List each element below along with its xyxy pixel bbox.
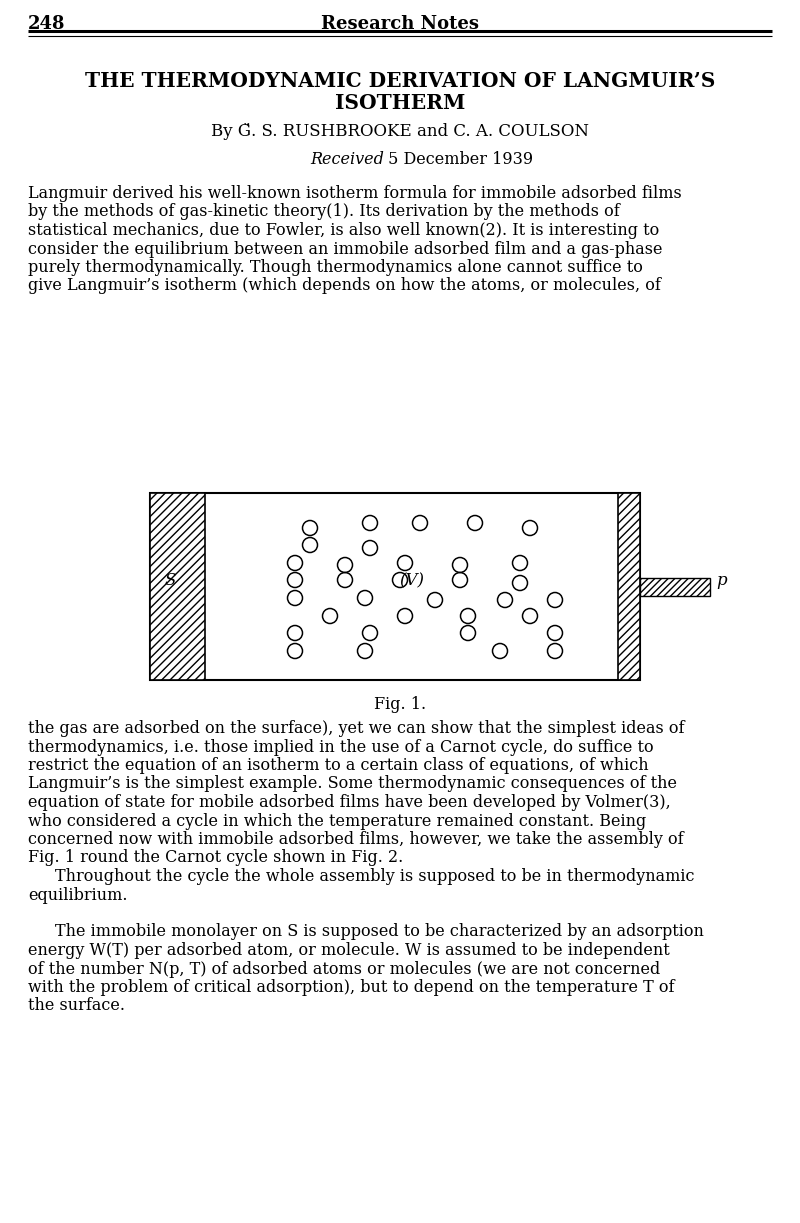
Text: p: p [716,572,726,589]
Text: Research Notes: Research Notes [321,15,479,33]
Text: THE THERMODYNAMIC DERIVATION OF LANGMUIR’S: THE THERMODYNAMIC DERIVATION OF LANGMUIR… [85,71,715,91]
Text: Langmuir’s is the simplest example. Some thermodynamic consequences of the: Langmuir’s is the simplest example. Some… [28,775,677,793]
Bar [150,493,205,680]
Text: energy W(T) per adsorbed atom, or molecule. W is assumed to be independent: energy W(T) per adsorbed atom, or molecu… [28,942,670,959]
Text: ISOTHERM: ISOTHERM [335,93,465,113]
Text: 248: 248 [28,15,66,33]
Text: of the number N(p, T) of adsorbed atoms or molecules (we are not concerned: of the number N(p, T) of adsorbed atoms … [28,960,660,977]
Text: 5 December 1939: 5 December 1939 [383,150,533,168]
Text: the gas are adsorbed on the surface), yet we can show that the simplest ideas of: the gas are adsorbed on the surface), ye… [28,720,685,737]
Text: statistical mechanics, due to Fowler, is also well known(2). It is interesting t: statistical mechanics, due to Fowler, is… [28,223,659,238]
Text: give Langmuir’s isotherm (which depends on how the atoms, or molecules, of: give Langmuir’s isotherm (which depends … [28,278,661,295]
Text: Fig. 1.: Fig. 1. [374,696,426,713]
Text: S: S [165,572,176,589]
Text: equilibrium.: equilibrium. [28,887,127,904]
Text: Fig. 1 round the Carnot cycle shown in Fig. 2.: Fig. 1 round the Carnot cycle shown in F… [28,850,403,867]
Text: Throughout the cycle the whole assembly is supposed to be in thermodynamic: Throughout the cycle the whole assembly … [55,868,694,885]
Text: (V): (V) [399,572,424,589]
Text: purely thermodynamically. Though thermodynamics alone cannot suffice to: purely thermodynamically. Though thermod… [28,259,643,276]
Text: concerned now with immobile adsorbed films, however, we take the assembly of: concerned now with immobile adsorbed fil… [28,830,684,848]
Text: with the problem of critical adsorption), but to depend on the temperature T of: with the problem of critical adsorption)… [28,978,674,996]
Text: the surface.: the surface. [28,998,125,1015]
Text: Langmuir derived his well-known isotherm formula for immobile adsorbed films: Langmuir derived his well-known isotherm… [28,185,682,202]
Text: by the methods of gas-kinetic theory(1). Its derivation by the methods of: by the methods of gas-kinetic theory(1).… [28,203,620,220]
Bar [150,493,640,680]
Bar [618,493,640,680]
Text: Received: Received [310,150,384,168]
Text: equation of state for mobile adsorbed films have been developed by Volmer(3),: equation of state for mobile adsorbed fi… [28,794,670,811]
Text: The immobile monolayer on S is supposed to be characterized by an adsorption: The immobile monolayer on S is supposed … [55,923,704,940]
Bar [640,577,710,596]
Text: consider the equilibrium between an immobile adsorbed film and a gas-phase: consider the equilibrium between an immo… [28,241,662,258]
Text: who considered a cycle in which the temperature remained constant. Being: who considered a cycle in which the temp… [28,812,646,829]
Text: restrict the equation of an isotherm to a certain class of equations, of which: restrict the equation of an isotherm to … [28,757,649,774]
Text: By G̈. S. RUSHBROOKE and C. A. COULSON: By G̈. S. RUSHBROOKE and C. A. COULSON [211,124,589,139]
Text: thermodynamics, i.e. those implied in the use of a Carnot cycle, do suffice to: thermodynamics, i.e. those implied in th… [28,739,654,756]
